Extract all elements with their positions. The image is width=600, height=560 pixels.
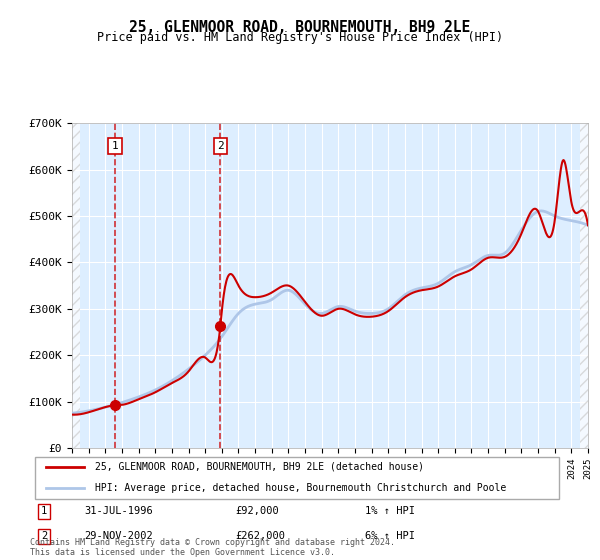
- Text: £92,000: £92,000: [235, 506, 279, 516]
- Text: Contains HM Land Registry data © Crown copyright and database right 2024.
This d: Contains HM Land Registry data © Crown c…: [30, 538, 395, 557]
- Bar: [72, 123, 80, 448]
- FancyBboxPatch shape: [35, 457, 559, 499]
- Bar: [72, 123, 80, 448]
- Text: HPI: Average price, detached house, Bournemouth Christchurch and Poole: HPI: Average price, detached house, Bour…: [95, 483, 506, 493]
- Text: 2: 2: [41, 531, 47, 542]
- Text: 6% ↑ HPI: 6% ↑ HPI: [365, 531, 415, 542]
- Text: 29-NOV-2002: 29-NOV-2002: [84, 531, 153, 542]
- Text: 1: 1: [41, 506, 47, 516]
- Bar: [580, 123, 588, 448]
- Text: 25, GLENMOOR ROAD, BOURNEMOUTH, BH9 2LE (detached house): 25, GLENMOOR ROAD, BOURNEMOUTH, BH9 2LE …: [95, 462, 424, 472]
- Text: 31-JUL-1996: 31-JUL-1996: [84, 506, 153, 516]
- Text: Price paid vs. HM Land Registry's House Price Index (HPI): Price paid vs. HM Land Registry's House …: [97, 31, 503, 44]
- Text: 1: 1: [112, 141, 118, 151]
- Text: 25, GLENMOOR ROAD, BOURNEMOUTH, BH9 2LE: 25, GLENMOOR ROAD, BOURNEMOUTH, BH9 2LE: [130, 20, 470, 35]
- Text: 1% ↑ HPI: 1% ↑ HPI: [365, 506, 415, 516]
- Text: £262,000: £262,000: [235, 531, 285, 542]
- Text: 2: 2: [217, 141, 224, 151]
